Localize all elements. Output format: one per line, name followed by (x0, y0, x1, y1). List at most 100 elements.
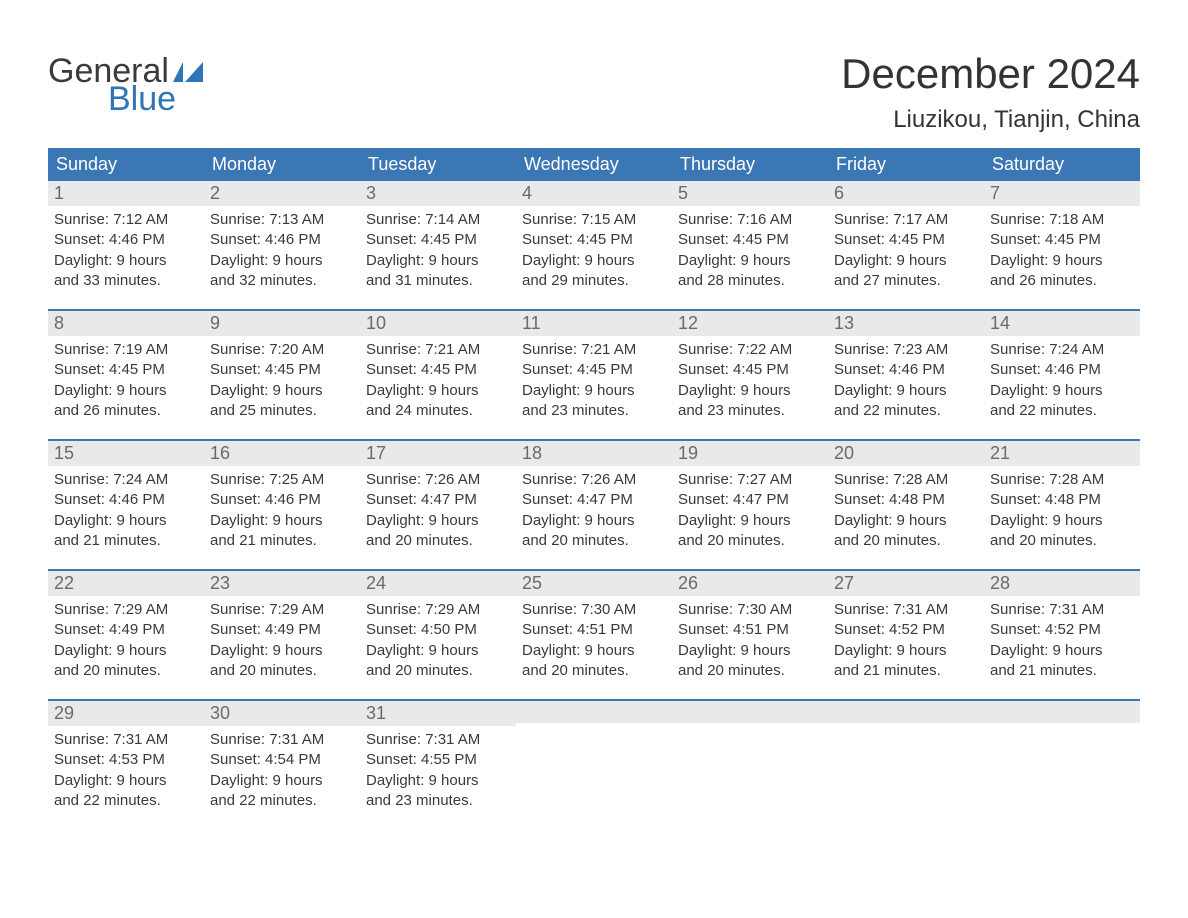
daylight-line2: and 20 minutes. (990, 531, 1132, 551)
day-number-row: 15 (48, 441, 204, 466)
day-number: 9 (210, 313, 220, 333)
daylight-line1: Daylight: 9 hours (834, 511, 976, 531)
sunset-text: Sunset: 4:48 PM (990, 490, 1132, 510)
daylight-line1: Daylight: 9 hours (522, 511, 664, 531)
daylight-line2: and 20 minutes. (522, 661, 664, 681)
day-number: 19 (678, 443, 698, 463)
week-row: 1 Sunrise: 7:12 AMSunset: 4:46 PMDaylight… (48, 181, 1140, 295)
day-body: Sunrise: 7:13 AMSunset: 4:46 PMDaylight:… (204, 206, 360, 295)
day-cell: 10Sunrise: 7:21 AMSunset: 4:45 PMDayligh… (360, 311, 516, 425)
daylight-line1: Daylight: 9 hours (210, 511, 352, 531)
daylight-line1: Daylight: 9 hours (210, 251, 352, 271)
daylight-line1: Daylight: 9 hours (522, 641, 664, 661)
daylight-line2: and 20 minutes. (834, 531, 976, 551)
sunrise-text: Sunrise: 7:15 AM (522, 210, 664, 230)
weekday-header-row: SundayMondayTuesdayWednesdayThursdayFrid… (48, 148, 1140, 181)
day-number: 29 (54, 703, 74, 723)
day-number: 15 (54, 443, 74, 463)
sunset-text: Sunset: 4:52 PM (990, 620, 1132, 640)
day-number-row: 10 (360, 311, 516, 336)
daylight-line1: Daylight: 9 hours (990, 641, 1132, 661)
day-number-row-empty (828, 701, 984, 723)
weekday-header-cell: Monday (204, 148, 360, 181)
day-number-row: 27 (828, 571, 984, 596)
week-row: 22Sunrise: 7:29 AMSunset: 4:49 PMDayligh… (48, 569, 1140, 685)
day-cell: 17Sunrise: 7:26 AMSunset: 4:47 PMDayligh… (360, 441, 516, 555)
day-body: Sunrise: 7:29 AMSunset: 4:50 PMDaylight:… (360, 596, 516, 685)
day-number: 20 (834, 443, 854, 463)
daylight-line1: Daylight: 9 hours (54, 771, 196, 791)
day-number-row: 2 (204, 181, 360, 206)
calendar: SundayMondayTuesdayWednesdayThursdayFrid… (48, 148, 1140, 815)
daylight-line1: Daylight: 9 hours (834, 381, 976, 401)
sunrise-text: Sunrise: 7:21 AM (522, 340, 664, 360)
location-subtitle: Liuzikou, Tianjin, China (841, 106, 1140, 134)
day-number-row-empty (984, 701, 1140, 723)
day-number: 4 (522, 183, 532, 203)
sunrise-text: Sunrise: 7:12 AM (54, 210, 196, 230)
sunrise-text: Sunrise: 7:30 AM (522, 600, 664, 620)
daylight-line2: and 23 minutes. (522, 401, 664, 421)
sunset-text: Sunset: 4:46 PM (210, 490, 352, 510)
day-number-row: 5 (672, 181, 828, 206)
day-number-row: 18 (516, 441, 672, 466)
week-row: 15Sunrise: 7:24 AMSunset: 4:46 PMDayligh… (48, 439, 1140, 555)
day-number-row: 30 (204, 701, 360, 726)
day-cell: 23Sunrise: 7:29 AMSunset: 4:49 PMDayligh… (204, 571, 360, 685)
day-body: Sunrise: 7:20 AMSunset: 4:45 PMDaylight:… (204, 336, 360, 425)
day-number: 1 (54, 183, 64, 203)
daylight-line1: Daylight: 9 hours (210, 771, 352, 791)
flag-icon (173, 62, 203, 82)
sunset-text: Sunset: 4:49 PM (54, 620, 196, 640)
day-body: Sunrise: 7:25 AMSunset: 4:46 PMDaylight:… (204, 466, 360, 555)
day-body: Sunrise: 7:23 AMSunset: 4:46 PMDaylight:… (828, 336, 984, 425)
daylight-line1: Daylight: 9 hours (366, 381, 508, 401)
sunrise-text: Sunrise: 7:23 AM (834, 340, 976, 360)
sunset-text: Sunset: 4:45 PM (678, 230, 820, 250)
sunrise-text: Sunrise: 7:31 AM (990, 600, 1132, 620)
day-number-row: 24 (360, 571, 516, 596)
daylight-line1: Daylight: 9 hours (210, 641, 352, 661)
weeks-container: 1Sunrise: 7:12 AMSunset: 4:46 PMDaylight… (48, 181, 1140, 815)
daylight-line1: Daylight: 9 hours (54, 381, 196, 401)
title-block: December 2024 Liuzikou, Tianjin, China (841, 50, 1140, 134)
daylight-line1: Daylight: 9 hours (210, 381, 352, 401)
day-cell: 28 Sunrise: 7:31 AMSunset: 4:52 PMDayligh… (984, 571, 1140, 685)
sunset-text: Sunset: 4:55 PM (366, 750, 508, 770)
day-body: Sunrise: 7:12 AMSunset: 4:46 PMDaylight:… (48, 206, 204, 295)
day-number: 18 (522, 443, 542, 463)
sunrise-text: Sunrise: 7:14 AM (366, 210, 508, 230)
day-body: Sunrise: 7:26 AMSunset: 4:47 PMDaylight:… (516, 466, 672, 555)
daylight-line2: and 21 minutes. (54, 531, 196, 551)
day-cell (672, 701, 828, 815)
day-cell: 2Sunrise: 7:13 AMSunset: 4:46 PMDaylight… (204, 181, 360, 295)
day-number-row: 31 (360, 701, 516, 726)
sunrise-text: Sunrise: 7:28 AM (990, 470, 1132, 490)
day-body: Sunrise: 7:31 AMSunset: 4:55 PMDaylight:… (360, 726, 516, 815)
sunrise-text: Sunrise: 7:24 AM (990, 340, 1132, 360)
sunset-text: Sunset: 4:45 PM (678, 360, 820, 380)
day-number-row: 28 (984, 571, 1140, 596)
day-cell: 27Sunrise: 7:31 AMSunset: 4:52 PMDayligh… (828, 571, 984, 685)
sunrise-text: Sunrise: 7:25 AM (210, 470, 352, 490)
day-body: Sunrise: 7:29 AMSunset: 4:49 PMDaylight:… (48, 596, 204, 685)
daylight-line1: Daylight: 9 hours (366, 511, 508, 531)
daylight-line2: and 20 minutes. (678, 531, 820, 551)
sunset-text: Sunset: 4:51 PM (678, 620, 820, 640)
day-number-row: 26 (672, 571, 828, 596)
sunrise-text: Sunrise: 7:13 AM (210, 210, 352, 230)
day-cell: 14Sunrise: 7:24 AMSunset: 4:46 PMDayligh… (984, 311, 1140, 425)
day-number: 21 (990, 443, 1010, 463)
sunrise-text: Sunrise: 7:29 AM (366, 600, 508, 620)
day-number-row: 29 (48, 701, 204, 726)
sunset-text: Sunset: 4:53 PM (54, 750, 196, 770)
day-cell: 3Sunrise: 7:14 AMSunset: 4:45 PMDaylight… (360, 181, 516, 295)
daylight-line1: Daylight: 9 hours (678, 641, 820, 661)
sunrise-text: Sunrise: 7:31 AM (210, 730, 352, 750)
day-number-row: 25 (516, 571, 672, 596)
weekday-header-cell: Thursday (672, 148, 828, 181)
sunrise-text: Sunrise: 7:31 AM (54, 730, 196, 750)
day-body: Sunrise: 7:21 AMSunset: 4:45 PMDaylight:… (360, 336, 516, 425)
day-number-row: 16 (204, 441, 360, 466)
day-cell: 20Sunrise: 7:28 AMSunset: 4:48 PMDayligh… (828, 441, 984, 555)
